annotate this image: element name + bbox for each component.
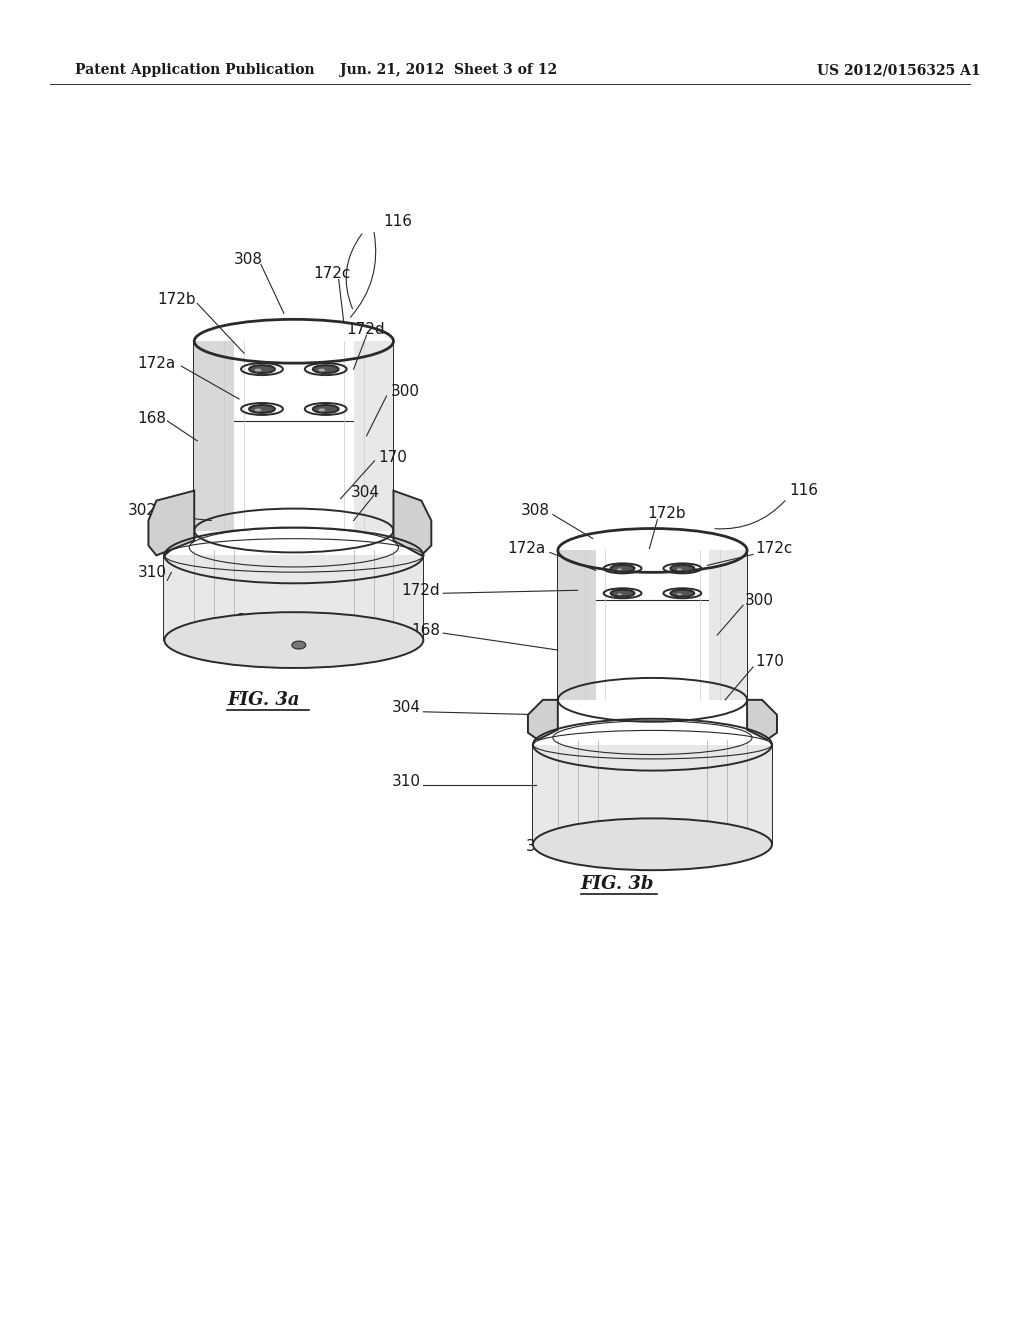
Text: 306: 306 [238, 612, 266, 627]
Text: 308: 308 [521, 503, 550, 517]
Text: 308: 308 [234, 252, 263, 267]
Ellipse shape [312, 405, 339, 413]
Text: 172a: 172a [137, 355, 176, 371]
Text: 300: 300 [745, 593, 774, 607]
Polygon shape [710, 550, 748, 700]
Text: 310: 310 [391, 774, 421, 789]
Ellipse shape [617, 593, 622, 595]
Ellipse shape [249, 405, 274, 413]
Text: 170: 170 [379, 450, 408, 465]
Text: 304: 304 [391, 701, 421, 715]
Polygon shape [558, 550, 596, 700]
Ellipse shape [255, 368, 261, 372]
Ellipse shape [312, 366, 339, 374]
Text: 170: 170 [755, 655, 784, 669]
Text: 168: 168 [137, 412, 167, 426]
Text: 304: 304 [350, 486, 380, 500]
Text: 172b: 172b [647, 506, 686, 521]
Polygon shape [165, 556, 423, 640]
Text: 168: 168 [412, 623, 440, 638]
Polygon shape [148, 491, 195, 556]
Ellipse shape [292, 642, 306, 649]
Text: 172c: 172c [313, 267, 351, 281]
Ellipse shape [318, 368, 326, 372]
Text: 312: 312 [281, 648, 310, 663]
Ellipse shape [249, 366, 274, 374]
Polygon shape [195, 342, 234, 531]
Text: 116: 116 [788, 483, 818, 498]
Ellipse shape [617, 569, 622, 570]
Text: 116: 116 [384, 214, 413, 230]
Text: 302: 302 [128, 503, 157, 517]
Ellipse shape [165, 612, 423, 668]
Text: 306: 306 [526, 838, 555, 854]
Text: 172c: 172c [755, 541, 793, 556]
Ellipse shape [671, 590, 694, 597]
Text: FIG. 3b: FIG. 3b [581, 875, 654, 894]
Text: 310: 310 [137, 565, 167, 579]
Polygon shape [532, 744, 772, 845]
Ellipse shape [610, 590, 635, 597]
Polygon shape [393, 491, 431, 556]
Polygon shape [528, 700, 558, 739]
Text: 300: 300 [390, 384, 420, 399]
Ellipse shape [532, 818, 772, 870]
Polygon shape [353, 342, 393, 531]
Text: FIG. 3a: FIG. 3a [227, 690, 300, 709]
Text: 172d: 172d [401, 582, 440, 598]
Text: Jun. 21, 2012  Sheet 3 of 12: Jun. 21, 2012 Sheet 3 of 12 [340, 63, 557, 78]
Ellipse shape [671, 565, 694, 572]
Text: 172a: 172a [508, 541, 546, 556]
Text: 172d: 172d [347, 322, 385, 337]
Ellipse shape [610, 565, 635, 572]
Ellipse shape [677, 569, 682, 570]
Text: 172b: 172b [158, 292, 196, 308]
Text: US 2012/0156325 A1: US 2012/0156325 A1 [817, 63, 980, 78]
Ellipse shape [677, 593, 682, 595]
Text: Patent Application Publication: Patent Application Publication [75, 63, 314, 78]
Polygon shape [748, 700, 777, 739]
Ellipse shape [255, 408, 261, 412]
Ellipse shape [318, 408, 326, 412]
